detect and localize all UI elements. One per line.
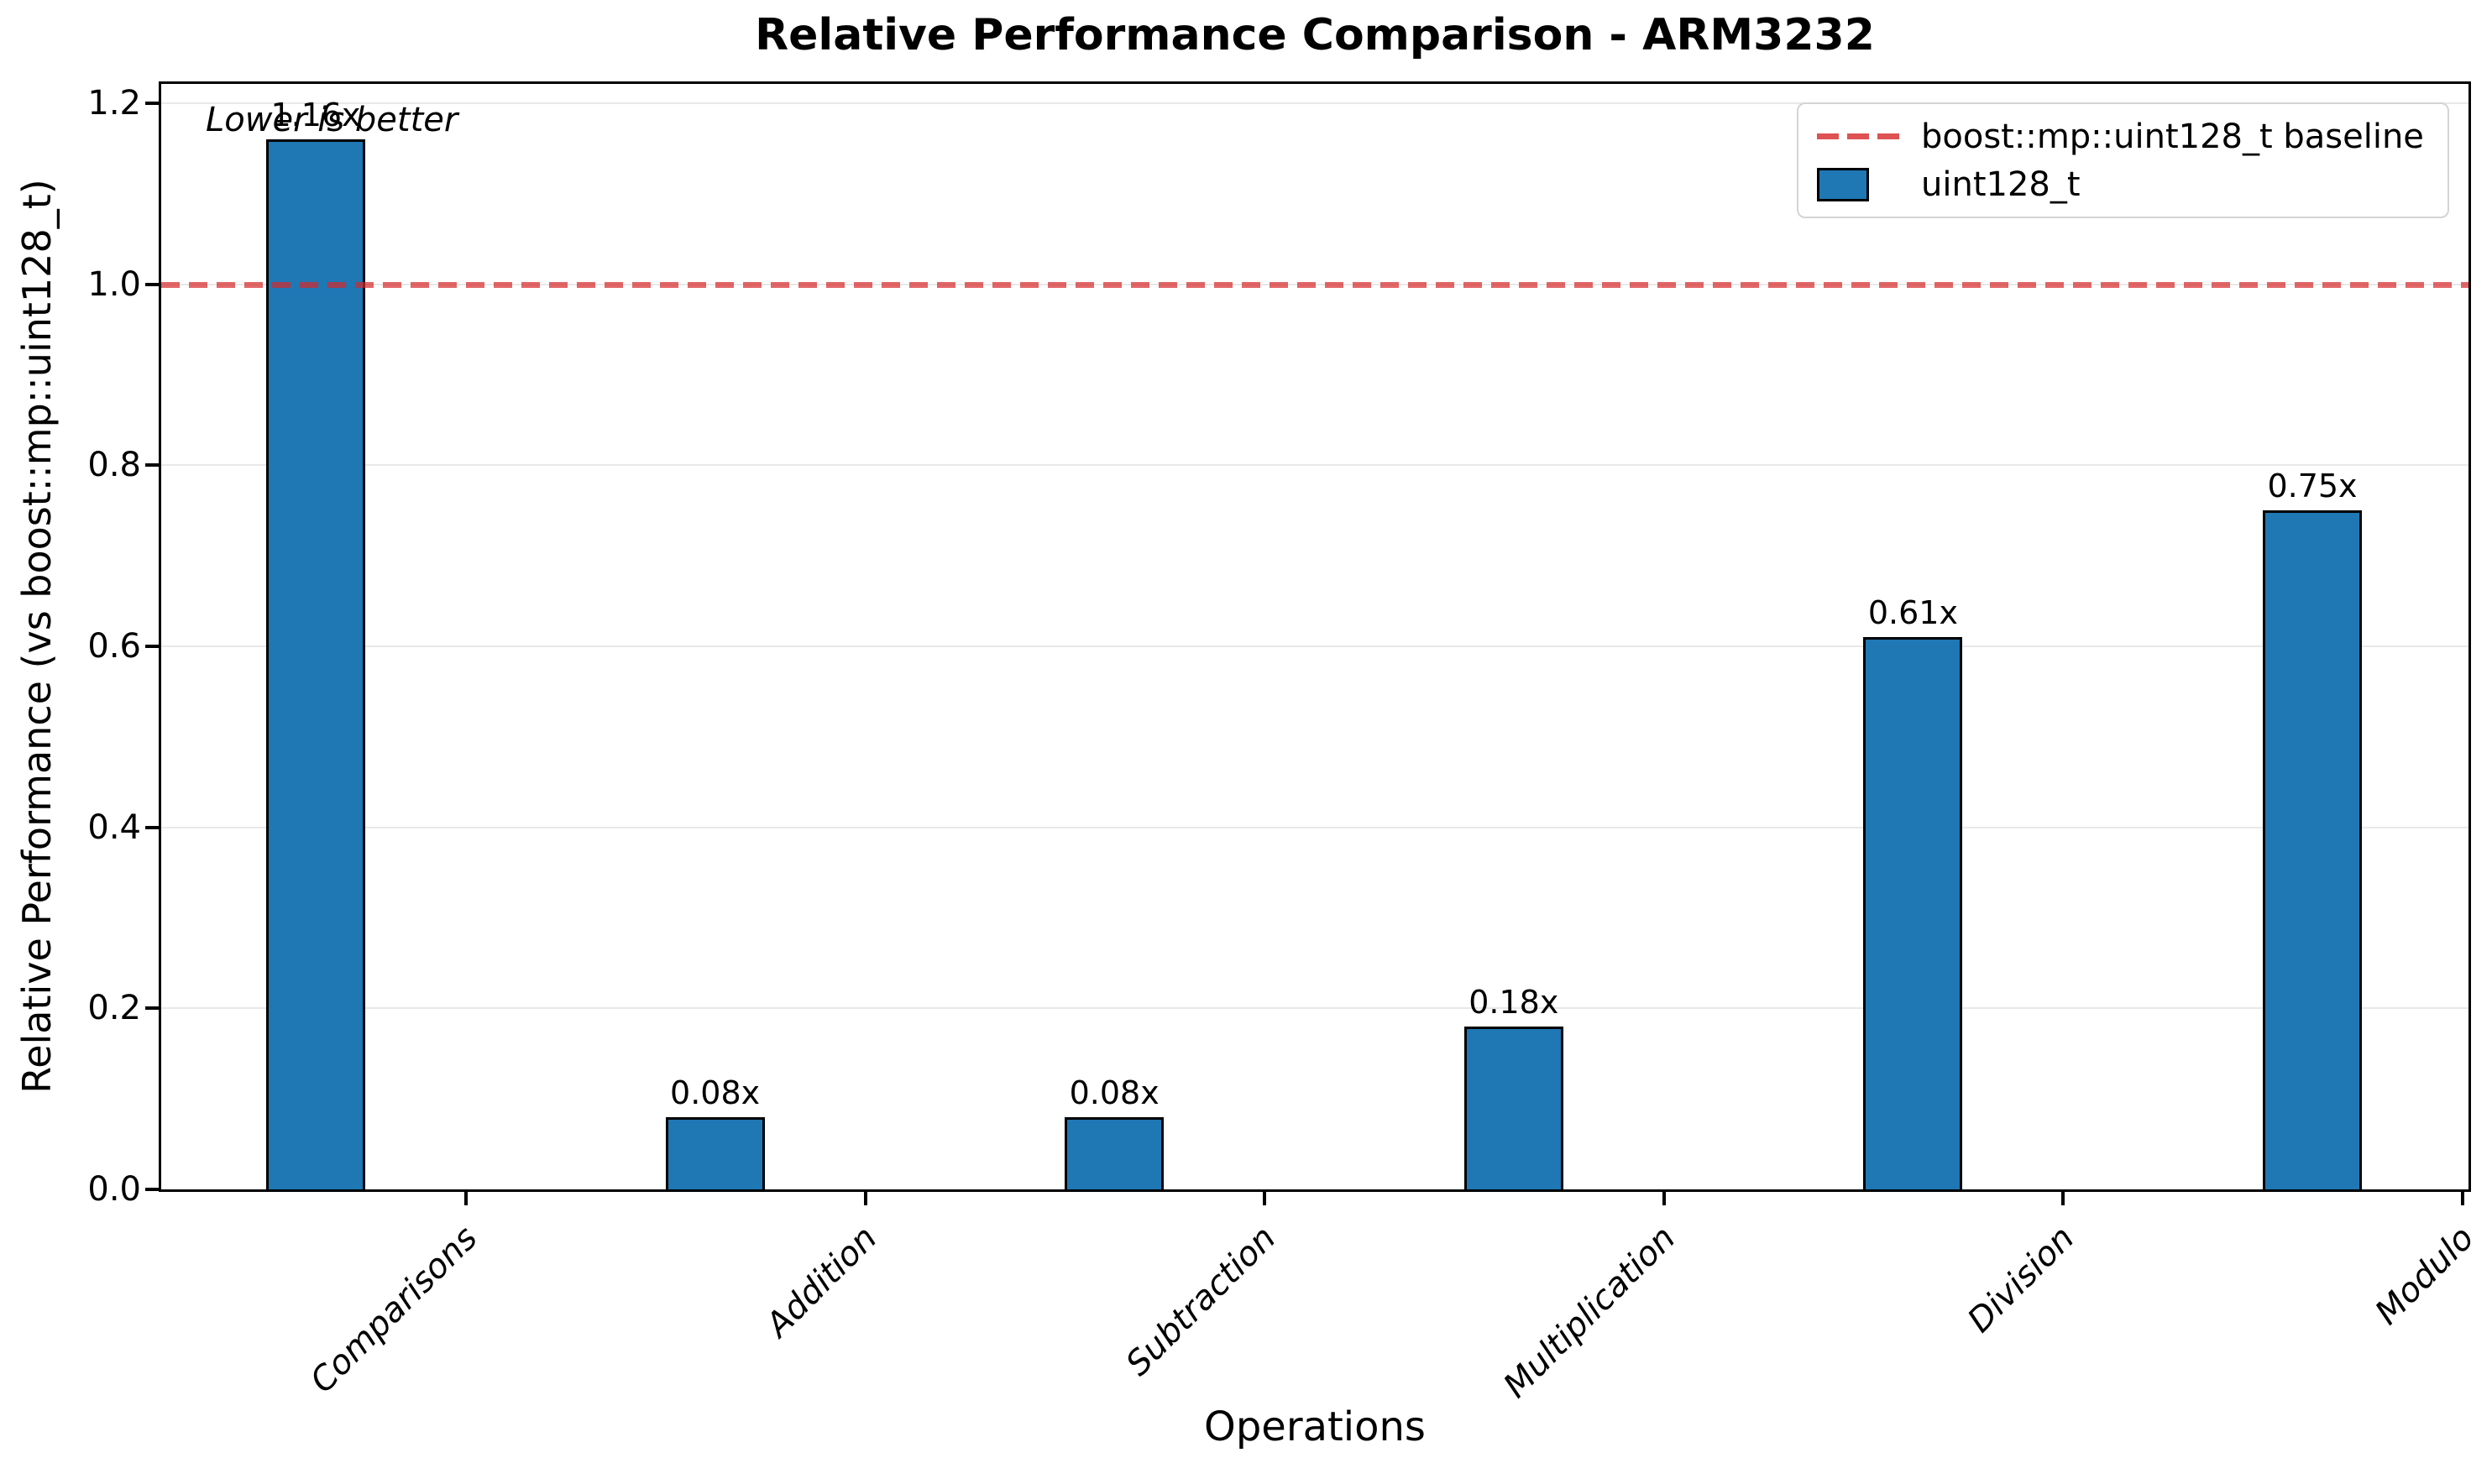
gridline [161,645,2468,647]
gridline [161,826,2468,828]
x-tick [2461,1192,2464,1205]
chart-title: Relative Performance Comparison - ARM323… [755,10,1875,60]
y-tick-label: 0.8 [87,446,141,485]
x-tick-label: Division [1961,1219,2082,1340]
bar-value-label: 0.75x [2267,468,2358,505]
y-tick-label: 0.2 [87,989,141,1028]
y-tick-label: 0.0 [87,1170,141,1209]
bar [1463,1026,1563,1189]
legend-item: boost::mp::uint128_t baseline [1817,113,2429,160]
legend-sample-box [1817,133,1901,139]
x-tick-label: Comparisons [302,1219,485,1401]
bar [1863,637,1963,1189]
bar [665,1116,765,1189]
baseline-line [161,281,2468,288]
legend: boost::mp::uint128_t baseline uint128_t [1797,102,2449,218]
y-tick [145,463,159,468]
x-tick-label: Multiplication [1495,1219,1683,1406]
x-tick [2061,1192,2065,1205]
y-tick [145,645,159,648]
bar [266,139,365,1189]
plot-area [159,81,2471,1192]
dashed-line-icon [1817,133,1901,139]
legend-item-label: uint128_t [1921,165,2081,204]
y-tick [145,825,159,829]
y-tick-label: 0.4 [87,807,141,847]
y-tick-label: 1.0 [87,264,141,304]
y-axis-label: Relative Performance (vs boost::mp::uint… [14,179,60,1094]
y-tick-label: 0.6 [87,627,141,666]
x-tick-label: Addition [758,1219,885,1345]
bar-value-label: 0.61x [1867,594,1958,632]
x-axis-label: Operations [1204,1403,1426,1450]
x-tick [464,1192,468,1205]
x-tick [1263,1192,1267,1205]
gridline [161,1007,2468,1010]
y-tick [145,102,159,105]
legend-item: uint128_t [1817,161,2429,208]
filled-rect-icon [1817,167,1869,201]
gridline [161,102,2468,104]
x-tick [863,1192,867,1205]
gridline [161,464,2468,467]
x-tick [1662,1192,1666,1205]
legend-sample-box [1817,167,1901,201]
y-tick-label: 1.2 [87,84,141,123]
y-tick [145,1006,159,1011]
bar-value-label: 1.16x [270,97,361,134]
y-tick [145,282,159,286]
bar [2263,510,2362,1189]
bar-value-label: 0.08x [670,1074,761,1111]
annotation-lower-is-better: Lower is better [206,101,458,139]
y-tick [145,1188,159,1191]
legend-item-label: boost::mp::uint128_t baseline [1921,117,2424,156]
x-tick-label: Modulo [2368,1219,2482,1333]
bar [1065,1116,1165,1189]
bar-value-label: 0.18x [1468,983,1559,1021]
x-tick-label: Subtraction [1118,1219,1284,1384]
bar-value-label: 0.08x [1069,1074,1160,1111]
